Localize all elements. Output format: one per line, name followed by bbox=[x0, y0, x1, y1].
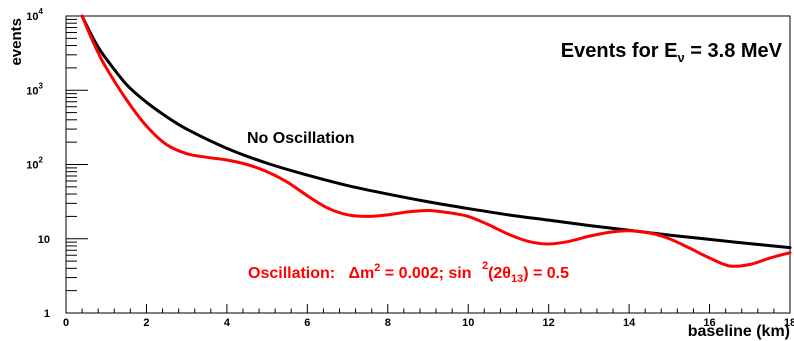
osc-dm-exp: 2 bbox=[374, 262, 380, 274]
y-axis-label: events bbox=[8, 18, 25, 66]
x-ticks bbox=[65, 304, 791, 313]
osc-theta-sub: 13 bbox=[511, 273, 523, 285]
y-tick-label: 102 bbox=[26, 156, 43, 172]
osc-prefix: Oscillation: bbox=[248, 265, 348, 282]
chart-title-suffix: = 3.8 MeV bbox=[685, 40, 783, 62]
chart-title-main: Events for E bbox=[561, 40, 678, 62]
x-tick-label: 12 bbox=[543, 317, 555, 329]
x-tick-labels: 0 2 4 6 8 10 12 14 16 18 bbox=[63, 317, 794, 329]
oscillation-label: Oscillation: Δm2 = 0.002; sin 2(2θ13) = … bbox=[248, 260, 569, 285]
x-tick-label: 16 bbox=[703, 317, 715, 329]
oscillation-curve bbox=[80, 14, 792, 268]
chart-title: Events for Eν = 3.8 MeV bbox=[561, 40, 783, 65]
x-tick-label: 0 bbox=[63, 317, 69, 329]
osc-mid: = 0.002; sin bbox=[380, 265, 476, 282]
no-oscillation-label: No Oscillation bbox=[247, 130, 355, 147]
y-tick-label: 1 bbox=[44, 308, 50, 320]
osc-dm: Δm bbox=[348, 265, 374, 282]
y-tick-labels: 1 10 102 103 104 bbox=[26, 7, 50, 320]
x-tick-label: 14 bbox=[623, 317, 636, 329]
x-tick-label: 6 bbox=[304, 317, 310, 329]
x-tick-label: 2 bbox=[143, 317, 149, 329]
x-tick-label: 4 bbox=[224, 317, 231, 329]
y-tick-label: 103 bbox=[26, 81, 43, 97]
osc-sin-exp: 2 bbox=[482, 260, 488, 272]
x-tick-label: 18 bbox=[784, 317, 794, 329]
osc-paren: (2θ bbox=[488, 265, 511, 282]
x-axis-label: baseline (km) bbox=[688, 323, 790, 340]
y-tick-label: 104 bbox=[26, 7, 43, 23]
chart-title-sub: ν bbox=[677, 50, 684, 65]
y-minor-ticks bbox=[66, 18, 77, 292]
osc-tail: ) = 0.5 bbox=[523, 265, 569, 282]
x-tick-label: 8 bbox=[385, 317, 391, 329]
y-major-ticks bbox=[66, 15, 88, 314]
x-tick-label: 10 bbox=[462, 317, 474, 329]
y-tick-label: 10 bbox=[38, 234, 50, 246]
series-layer bbox=[80, 14, 792, 268]
